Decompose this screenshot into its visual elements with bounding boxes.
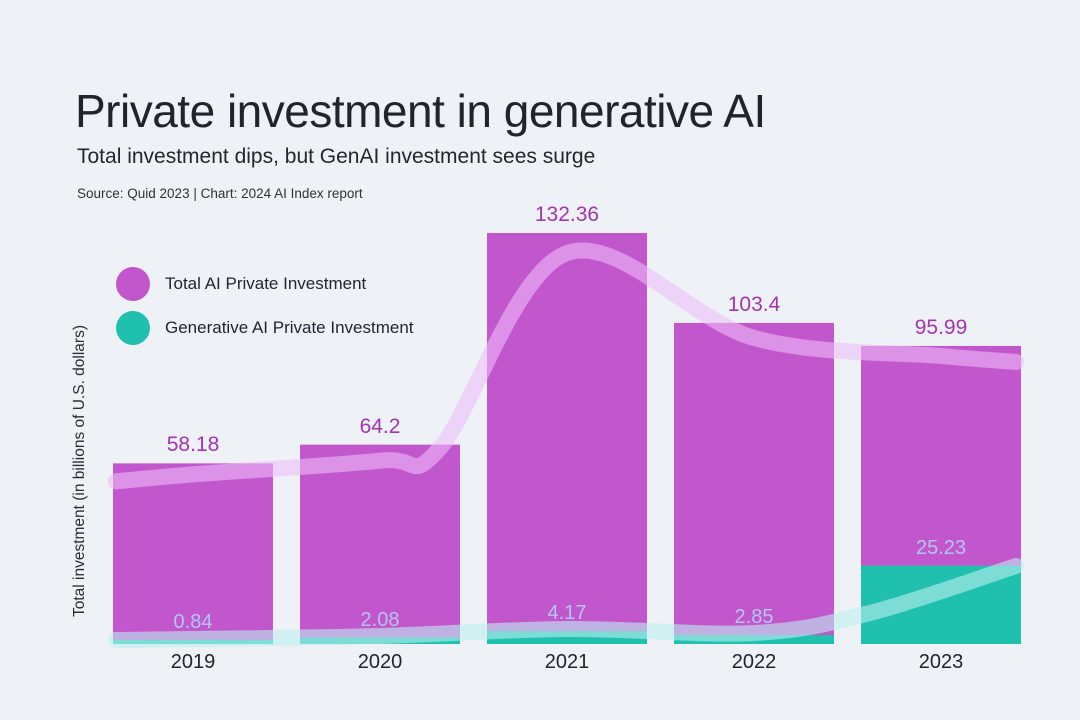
genai-value-2020: 2.08 bbox=[360, 608, 400, 631]
genai-value-2023: 25.23 bbox=[915, 536, 967, 559]
legend-dot-total-icon bbox=[116, 267, 150, 301]
genai-trend-line bbox=[108, 558, 1024, 648]
legend: Total AI Private Investment Generative A… bbox=[116, 267, 414, 345]
legend-dot-genai-icon bbox=[116, 311, 150, 345]
page-title: Private investment in generative AI bbox=[75, 85, 766, 137]
legend-label-total: Total AI Private Investment bbox=[165, 274, 367, 293]
total-value-2022: 103.4 bbox=[727, 292, 781, 316]
bar-total-2019 bbox=[113, 463, 273, 644]
total-value-2019: 58.18 bbox=[166, 433, 220, 457]
source-credit: Source: Quid 2023 | Chart: 2024 AI Index… bbox=[77, 186, 363, 201]
genai-value-2019: 0.84 bbox=[173, 611, 213, 633]
legend-label-genai: Generative AI Private Investment bbox=[165, 318, 414, 337]
bar-total-2021 bbox=[487, 233, 647, 644]
legend-item-genai: Generative AI Private Investment bbox=[116, 311, 414, 345]
genai-value-2021: 4.17 bbox=[547, 602, 587, 625]
chart-subtitle: Total investment dips, but GenAI investm… bbox=[77, 145, 596, 168]
total-trend-line bbox=[108, 242, 1024, 490]
x-tick-2020: 2020 bbox=[357, 651, 403, 673]
legend-item-total: Total AI Private Investment bbox=[116, 267, 414, 301]
bar-total-2020 bbox=[300, 444, 460, 644]
x-tick-2023: 2023 bbox=[918, 651, 964, 673]
x-tick-2019: 2019 bbox=[170, 651, 216, 673]
genai-value-2022: 2.85 bbox=[734, 606, 774, 629]
total-value-2023: 95.99 bbox=[914, 315, 968, 339]
x-tick-2022: 2022 bbox=[731, 651, 777, 673]
total-value-2020: 64.2 bbox=[359, 414, 401, 438]
total-value-2021: 132.36 bbox=[534, 203, 600, 227]
bar-total-2022 bbox=[674, 322, 834, 644]
x-tick-2021: 2021 bbox=[544, 651, 590, 673]
